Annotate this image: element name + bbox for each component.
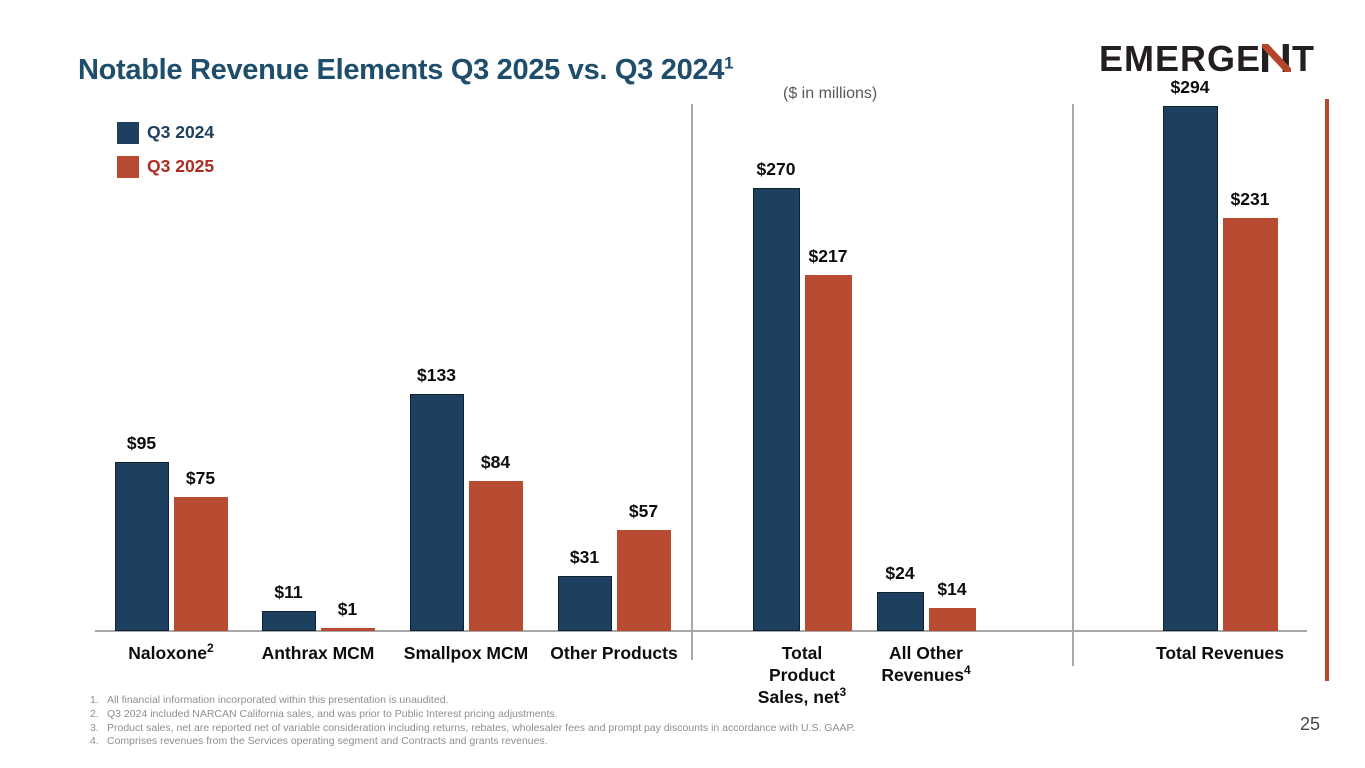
category-label: Other Products: [550, 643, 678, 663]
bar-value-label-q3-2025: $75: [185, 468, 216, 488]
footnote-text: Comprises revenues from the Services ope…: [107, 735, 548, 748]
bar-value-label-q3-2024: $270: [756, 159, 796, 179]
footnote-line: 1. All financial information incorporated…: [90, 694, 855, 708]
bar-value-label-q3-2024: $294: [1170, 77, 1210, 97]
category-label: Smallpox MCM: [403, 643, 529, 663]
legend-item-q3-2024: Q3 2024: [117, 121, 214, 144]
bar-q3-2025-naloxone: [173, 497, 228, 631]
bar-value-label-q3-2025: $231: [1230, 189, 1270, 209]
bar-q3-2024-other-products: [557, 576, 612, 631]
bar-value-label-q3-2025: $1: [337, 599, 358, 619]
category-label: Anthrax MCM: [261, 643, 375, 663]
footnote-text: Q3 2024 included NARCAN California sales…: [107, 707, 558, 720]
category-label: Total Revenues: [1155, 643, 1285, 663]
legend-swatch-q3-2025: [117, 155, 139, 178]
category-label: All Other Revenues4: [881, 643, 971, 686]
panel-divider-right: [1072, 104, 1074, 666]
legend-swatch-q3-2024: [117, 121, 139, 144]
bar-value-label-q3-2024: $95: [126, 433, 157, 453]
footnote-line: 4. Comprises revenues from the Services o…: [90, 735, 855, 749]
footnotes: 1. All financial information incorporated…: [90, 694, 855, 749]
footnote-number: 1.: [90, 694, 99, 706]
footnote-number: 3.: [90, 721, 99, 734]
footnote-text: All financial information incorporated w…: [107, 694, 449, 706]
page-title-text: Notable Revenue Elements Q3 2025 vs. Q3 …: [78, 54, 725, 86]
footnote-number: 4.: [90, 735, 99, 748]
panel-divider-left: [691, 104, 693, 660]
footnote-number: 2.: [90, 707, 99, 720]
logo-text-suffix: T: [1292, 38, 1316, 79]
legend-label-q3-2025: Q3 2025: [147, 155, 215, 176]
category-label: Total Product Sales, net3: [757, 643, 847, 708]
bar-value-label-q3-2024: $31: [569, 547, 600, 567]
bar-q3-2025-other-products: [616, 530, 671, 631]
bar-value-label-q3-2025: $57: [628, 501, 659, 521]
page-number: 25: [1300, 714, 1321, 734]
page-title: Notable Revenue Elements Q3 2025 vs. Q3 …: [78, 53, 734, 87]
bar-value-label-q3-2025: $84: [480, 452, 511, 472]
bar-q3-2024-all-other-revenues: [876, 592, 924, 631]
logo-letter-n-icon: [1262, 44, 1292, 72]
emergent-logo: EMERGE T: [1099, 41, 1315, 77]
bar-q3-2025-smallpox-mcm: [468, 481, 523, 631]
units-note: ($ in millions): [783, 85, 878, 102]
bar-value-label-q3-2024: $133: [417, 365, 456, 385]
bar-q3-2025-total-product-sales-net: [804, 275, 852, 631]
bar-q3-2025-total-revenues: [1222, 218, 1278, 631]
footnote-line: 3. Product sales, net are reported net of…: [90, 722, 855, 736]
bar-value-label-q3-2025: $14: [937, 579, 967, 599]
legend-item-q3-2025: Q3 2025: [117, 155, 214, 178]
legend-label-q3-2024: Q3 2024: [147, 121, 215, 142]
bar-value-label-q3-2025: $217: [808, 246, 848, 266]
bar-q3-2024-total-revenues: [1162, 106, 1218, 631]
bar-q3-2025-anthrax-mcm: [320, 628, 375, 631]
bar-value-label-q3-2024: $24: [885, 563, 915, 583]
footnote-text: Product sales, net are reported net of v…: [107, 721, 856, 734]
bar-value-label-q3-2024: $11: [274, 582, 303, 602]
right-accent-bar: [1325, 99, 1329, 681]
logo-text-prefix: EMERGE: [1099, 38, 1262, 79]
bar-q3-2024-smallpox-mcm: [409, 394, 464, 631]
category-label: Naloxone2: [128, 641, 214, 663]
bar-q3-2024-naloxone: [114, 462, 169, 631]
footnote-line: 2. Q3 2024 included NARCAN California sal…: [90, 708, 855, 722]
title-footnote-marker: 1: [724, 53, 734, 73]
x-axis-line: [95, 630, 1307, 632]
chart-legend: Q3 2024 Q3 2025: [117, 121, 214, 189]
bar-q3-2024-anthrax-mcm: [261, 611, 316, 631]
bar-q3-2025-all-other-revenues: [928, 608, 976, 631]
bar-q3-2024-total-product-sales-net: [752, 188, 800, 631]
